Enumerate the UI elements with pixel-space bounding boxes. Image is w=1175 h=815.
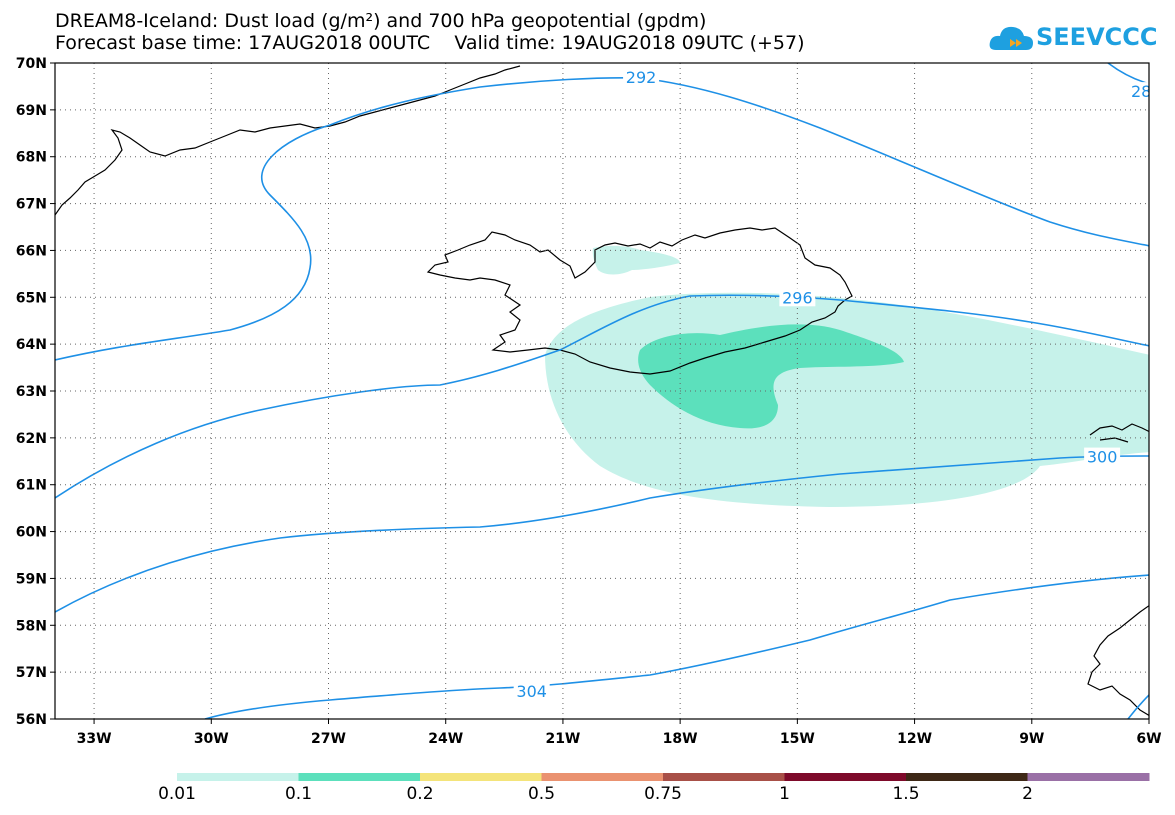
lat-tick-label: 64N <box>16 337 47 353</box>
colorbar-label: 2 <box>1022 784 1033 804</box>
scotland-coastline <box>1087 604 1149 717</box>
contour-label: 28 <box>1131 82 1151 101</box>
colorbar-swatch <box>298 773 421 781</box>
lon-tick-label: 21W <box>545 731 580 747</box>
lat-tick-label: 66N <box>16 243 47 259</box>
lat-tick-label: 69N <box>16 103 47 119</box>
colorbar-swatch <box>1027 773 1150 781</box>
lat-tick-label: 65N <box>16 290 47 306</box>
lon-tick-label: 18W <box>663 731 698 747</box>
contour-296 <box>55 294 1149 499</box>
map-title: DREAM8-Iceland: Dust load (g/m²) and 700… <box>55 10 707 32</box>
lat-tick-label: 68N <box>16 150 47 166</box>
dust-area-light-north <box>592 245 680 275</box>
greenland-coastline <box>55 65 521 216</box>
colorbar-swatch <box>784 773 907 781</box>
contour-308 <box>1127 693 1149 719</box>
contour-label-bg <box>779 288 816 307</box>
colorbar-label: 0.75 <box>644 784 682 804</box>
lat-tick-label: 70N <box>16 56 47 72</box>
colorbar-label: 0.1 <box>284 784 313 804</box>
contour-300 <box>55 455 1149 613</box>
lon-tick-label: 9W <box>1019 731 1044 747</box>
contour-label: 296 <box>782 288 813 307</box>
lat-tick-label: 56N <box>16 712 47 728</box>
colorbar-swatch <box>906 773 1028 781</box>
colorbar-label: 1.5 <box>892 784 920 804</box>
lat-tick-label: 59N <box>16 571 47 587</box>
contour-304 <box>204 574 1149 719</box>
colorbar-label: 0.5 <box>527 784 556 804</box>
contour-label-bg <box>1084 447 1121 466</box>
axis-ticks <box>50 62 1150 724</box>
logo-text: SEEVCCC <box>1036 23 1158 51</box>
lon-tick-label: 30W <box>194 731 229 747</box>
lon-tick-label: 6W <box>1136 731 1161 747</box>
contour-288 <box>1107 63 1149 85</box>
colorbar-swatch <box>663 773 785 781</box>
colorbar-label: 1 <box>779 784 790 804</box>
contour-label-bg <box>1123 82 1149 101</box>
lat-tick-label: 58N <box>16 618 47 634</box>
lat-tick-label: 60N <box>16 525 47 541</box>
lon-tick-label: 12W <box>897 731 932 747</box>
contour-label: 304 <box>516 682 547 701</box>
colorbar-label: 0.01 <box>158 784 196 804</box>
dust-area-light <box>545 292 1149 507</box>
iceland-coastline <box>426 227 853 375</box>
contour-label: 292 <box>626 68 657 87</box>
lat-tick-label: 67N <box>16 197 47 213</box>
dust-area-medium <box>638 324 904 429</box>
lon-tick-label: 24W <box>428 731 463 747</box>
lat-tick-label: 61N <box>16 478 47 494</box>
geopotential-contours <box>55 63 1149 719</box>
lon-tick-label: 15W <box>780 731 815 747</box>
lat-tick-label: 62N <box>16 431 47 447</box>
lon-tick-label: 27W <box>311 731 346 747</box>
lat-tick-label: 57N <box>16 665 47 681</box>
colorbar-swatch <box>541 773 664 781</box>
axis-labels: 33W 30W 27W 24W 21W 18W 15W 12W 9W 6W 70N 69N 68N 67N… <box>16 56 1162 747</box>
cloud-logo-icon <box>989 26 1033 50</box>
map-subtitle: Forecast base time: 17AUG2018 00UTC Vali… <box>55 32 805 54</box>
contour-292 <box>55 77 1149 361</box>
colorbar-swatch <box>420 773 542 781</box>
colorbar-label: 0.2 <box>406 784 434 804</box>
contour-label-bg <box>513 681 550 700</box>
colorbar-swatch <box>177 773 299 781</box>
lat-tick-label: 63N <box>16 384 47 400</box>
coastlines <box>55 65 1149 717</box>
contour-labels: 292 28 296 300 304 <box>513 68 1151 701</box>
contour-label-bg <box>623 68 660 87</box>
contour-label: 300 <box>1087 448 1118 467</box>
seevccc-logo: SEEVCCC <box>988 18 1168 58</box>
colorbar <box>177 773 1150 781</box>
lon-tick-label: 33W <box>77 731 112 747</box>
